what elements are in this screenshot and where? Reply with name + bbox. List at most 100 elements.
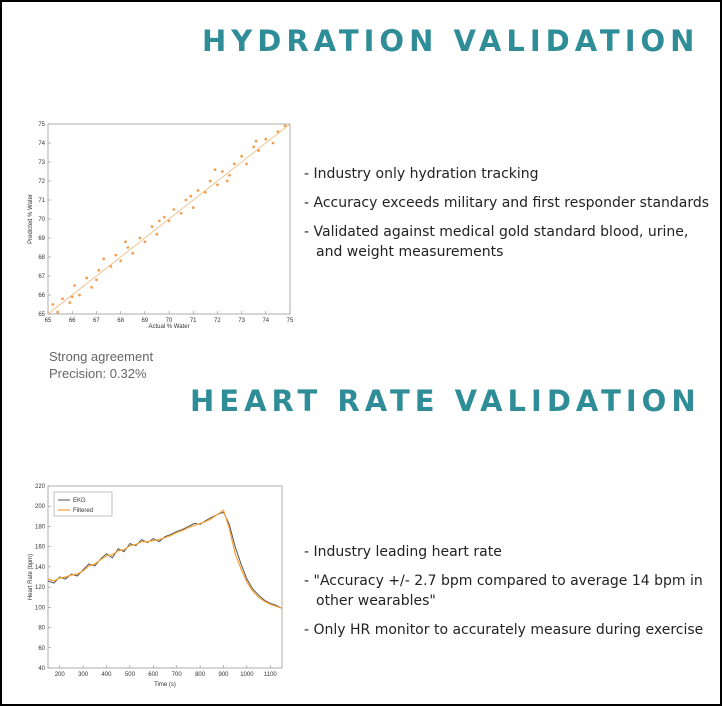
line-grid	[48, 485, 271, 669]
scatter-point	[264, 137, 268, 141]
scatter-point	[68, 301, 72, 304]
agreement-text: Strong agreement	[49, 349, 154, 364]
scatter-y-tick-label: 65	[38, 312, 45, 318]
hydration-bullet: - Industry only hydration tracking	[304, 166, 539, 182]
scatter-point	[61, 297, 64, 301]
scatter-y-tick-label: 68	[38, 255, 45, 261]
scatter-point	[172, 208, 176, 211]
line-x-tick-label: 200	[55, 672, 66, 678]
scatter-x-tick-label: 68	[117, 318, 124, 324]
line-y-tick-label: 220	[35, 484, 46, 490]
line-x-tick-label: 900	[218, 672, 229, 678]
scatter-x-tick-label: 66	[69, 318, 76, 324]
scatter-x-tick-label: 65	[45, 318, 52, 324]
scatter-point	[155, 232, 159, 236]
heart-rate-bullet-list: - Industry leading heart rate - "Accurac…	[304, 542, 714, 649]
scatter-point	[225, 179, 229, 183]
scatter-point	[254, 139, 258, 143]
scatter-point	[97, 268, 101, 272]
scatter-point	[56, 310, 60, 314]
scatter-point	[252, 145, 256, 149]
heart-rate-line-chart: EKG Filtered 200 300 400 500 600 700 800 900 100…	[28, 484, 283, 688]
line-x-label: Time (s)	[154, 682, 176, 688]
scatter-point	[150, 225, 154, 228]
scatter-x-tick-label: 73	[238, 318, 245, 324]
scatter-y-label: Predicted % Water	[28, 194, 34, 244]
scatter-point	[162, 215, 166, 219]
scatter-x-tick-label: 75	[287, 318, 294, 324]
scatter-plot-area	[47, 123, 291, 315]
scatter-point	[157, 219, 161, 223]
chart-legend: EKG Filtered	[53, 491, 113, 517]
scatter-y-ticks: 65 66 67 68 69 70 71 72 73 74 75	[38, 122, 45, 318]
scatter-point	[78, 293, 81, 297]
scatter-point	[102, 257, 106, 261]
scatter-point	[240, 154, 244, 158]
scatter-point	[220, 170, 224, 173]
line-y-tick-label: 200	[35, 504, 46, 510]
hydration-bullet: - Accuracy exceeds military and first re…	[304, 195, 710, 211]
line-x-tick-label: 1000	[240, 672, 254, 678]
scatter-point	[143, 240, 147, 244]
line-y-tick-label: 80	[38, 626, 45, 632]
precision-text: Precision: 0.32%	[49, 366, 147, 381]
scatter-point	[213, 168, 217, 171]
scatter-point	[167, 219, 171, 223]
scatter-point	[276, 130, 280, 133]
filtered-series-line	[47, 509, 283, 609]
scatter-y-tick-label: 70	[38, 217, 45, 223]
scatter-point	[138, 236, 142, 240]
scatter-reference-line	[47, 123, 291, 315]
heart-bullet: - "Accuracy +/- 2.7 bpm compared to aver…	[304, 573, 703, 609]
scatter-point	[245, 162, 248, 166]
scatter-y-tick-label: 74	[38, 141, 45, 147]
scatter-y-tick-label: 66	[38, 293, 45, 299]
scatter-x-tick-label: 67	[93, 318, 100, 324]
scatter-point	[90, 286, 93, 289]
scatter-y-tick-label: 71	[38, 198, 45, 204]
scatter-point	[196, 189, 200, 192]
legend-ekg-label: EKG	[73, 498, 86, 504]
scatter-x-tick-label: 69	[141, 318, 148, 324]
scatter-x-label: Actual % Water	[148, 324, 189, 330]
line-x-tick-label: 600	[148, 672, 159, 678]
scatter-point	[184, 198, 188, 202]
hydration-bullet: - Validated against medical gold standar…	[304, 224, 689, 260]
hydration-bullet-list: - Industry only hydration tracking - Acc…	[304, 164, 714, 271]
hydration-precision-note: Strong agreement Precision: 0.32%	[49, 348, 153, 382]
scatter-point	[257, 149, 260, 152]
scatter-point	[179, 211, 183, 215]
line-x-tick-label: 800	[195, 672, 206, 678]
scatter-point	[109, 265, 113, 268]
scatter-point	[189, 194, 193, 198]
scatter-point	[126, 246, 130, 249]
scatter-x-tick-label: 74	[262, 318, 269, 324]
line-x-tick-label: 1100	[264, 672, 278, 678]
scatter-point	[51, 303, 55, 306]
legend-filtered-label: Filtered	[73, 508, 93, 514]
scatter-point	[124, 240, 127, 244]
scatter-point	[271, 141, 275, 145]
line-plot-area	[47, 485, 283, 669]
line-x-tick-label: 400	[101, 672, 112, 678]
scatter-point	[119, 259, 122, 263]
scatter-point	[73, 284, 77, 287]
scatter-y-tick-label: 69	[38, 236, 45, 242]
heart-rate-heading: HEART RATE VALIDATION	[190, 384, 701, 418]
hydration-heading: HYDRATION VALIDATION	[202, 24, 700, 58]
heart-bullet: - Only HR monitor to accurately measure …	[304, 622, 704, 638]
scatter-point	[208, 179, 212, 183]
scatter-points	[51, 124, 287, 314]
scatter-point	[95, 278, 98, 282]
line-x-ticks: 200 300 400 500 600 700 800 900 1000 1100	[55, 672, 278, 678]
line-y-tick-label: 160	[35, 545, 46, 551]
line-x-tick-label: 700	[172, 672, 183, 678]
scatter-point	[232, 162, 236, 166]
scatter-y-tick-label: 72	[38, 179, 45, 185]
scatter-point	[203, 191, 207, 194]
scatter-x-tick-label: 70	[166, 318, 173, 324]
scatter-point	[70, 295, 74, 299]
line-y-label: Heart Rate (bpm)	[28, 554, 34, 600]
line-y-tick-label: 140	[35, 565, 46, 571]
